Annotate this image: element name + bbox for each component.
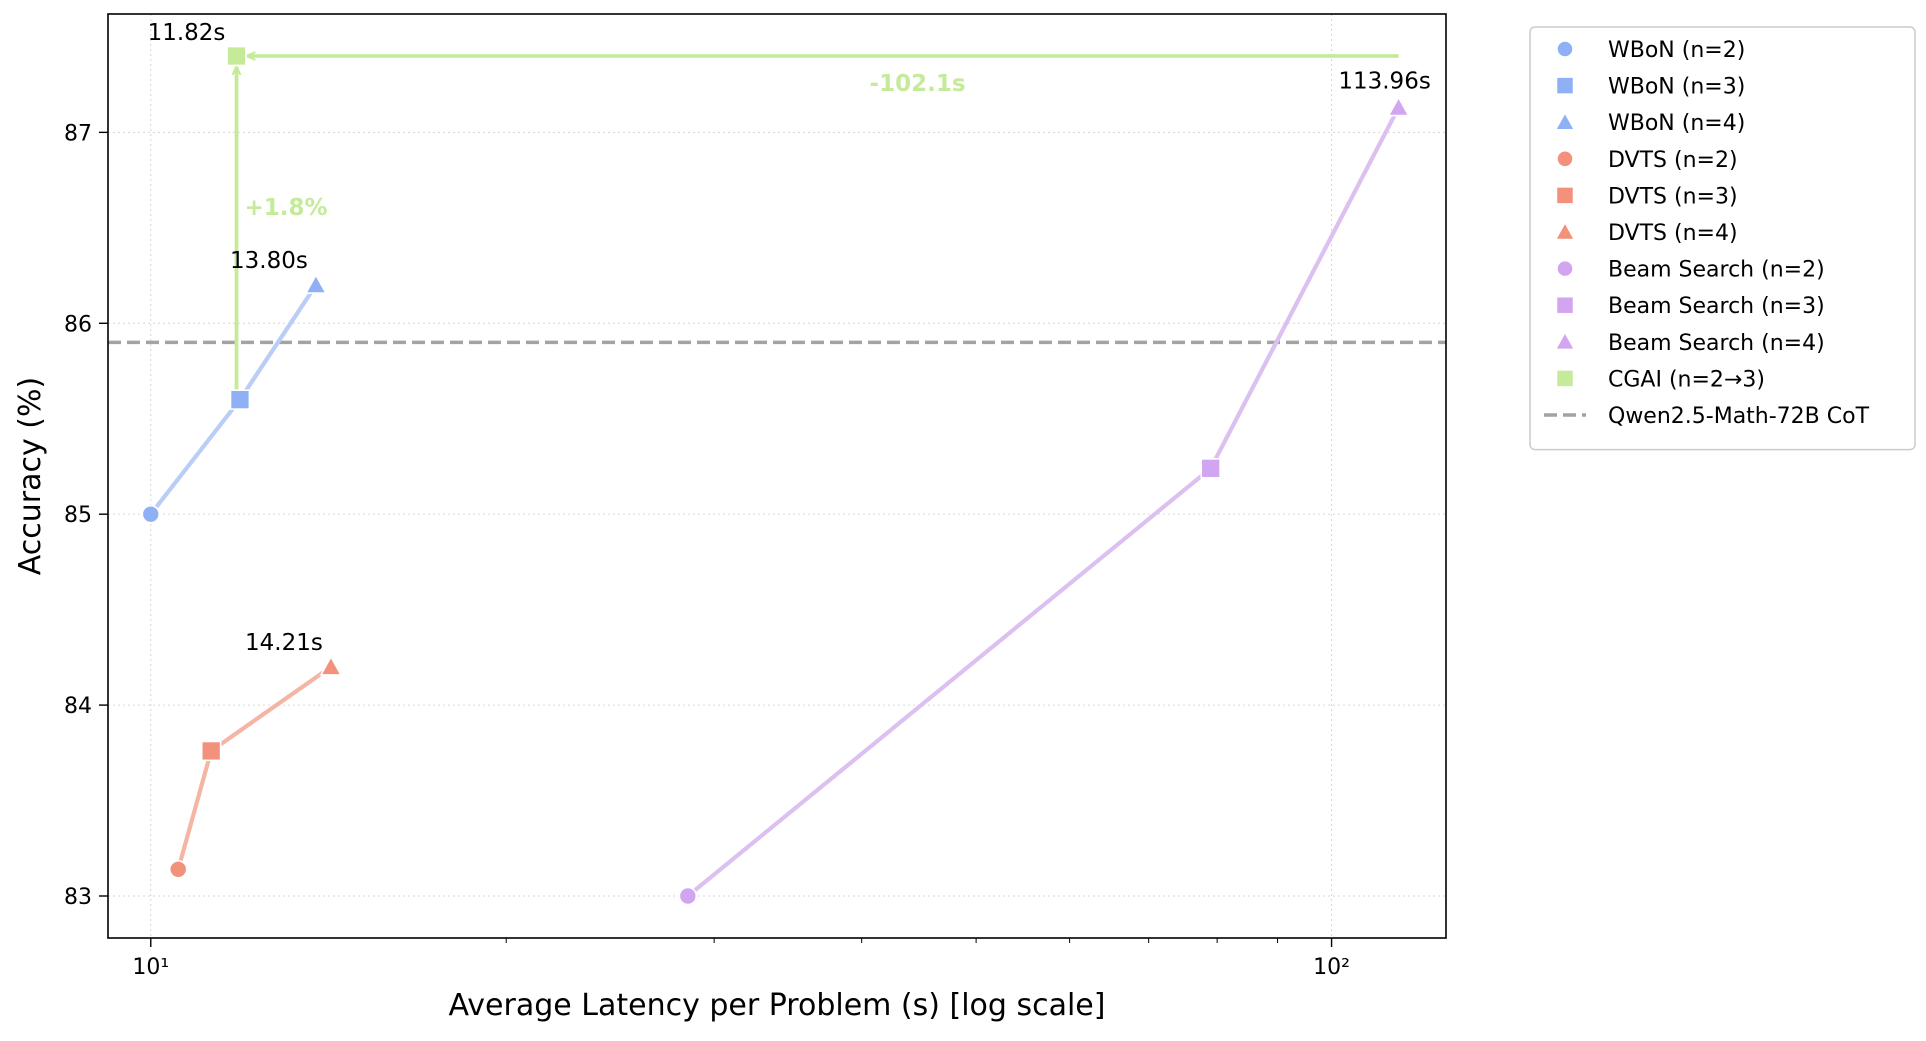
x-axis-label: Average Latency per Problem (s) [log sca… [449,988,1106,1023]
legend-marker-beam-search [1556,259,1574,278]
legend-box [1529,26,1916,451]
legend-marker-beam-search [1555,295,1575,315]
point-beam-search-n-3 [1200,458,1221,479]
improvement-label: +1.8% [245,195,328,221]
legend-entry-label: CGAI (n=2→3) [1608,367,1765,392]
legend-marker-wbon [1554,111,1576,131]
plot-area [108,14,1446,938]
legend-marker-beam-search [1554,330,1576,351]
series-markers [141,45,1410,906]
point-beam-search-n-4 [1387,95,1410,117]
legend: WBoN (n=2) WBoN (n=3) WBoN (n=4) DVTS (n=2)… [1529,26,1916,451]
point-dvts-n-3 [200,740,222,762]
legend-entry-label: Beam Search (n=3) [1608,294,1825,319]
grid [108,14,1446,938]
latency-annotation: 11.82s [148,20,226,46]
improvement-arrows: +1.8% -102.1s [237,56,1399,400]
legend-marker-cgai [1555,369,1575,388]
point-beam-search-n-2 [678,886,698,906]
legend-marker-dvts [1555,186,1575,205]
legend-entry-label: Beam Search (n=4) [1608,331,1825,356]
legend-entry-label: DVTS (n=3) [1608,184,1738,209]
point-cgai-n-2-3 [226,45,247,67]
axes: 10¹ 10² 83 84 85 86 87 [64,121,1350,980]
legend-marker-wbon [1555,76,1575,95]
point-dvts-n-4 [319,655,343,676]
point-annotations: 11.82s 13.80s 14.21s 113.96s [148,20,1431,656]
legend-marker-wbon [1556,40,1574,58]
point-dvts-n-2 [168,859,188,879]
plot-frame [107,13,1447,939]
point-wbon-n-2 [141,504,161,524]
legend-entry-label: Beam Search (n=2) [1608,258,1825,283]
legend-marker-dvts [1556,149,1574,168]
y-tick-label: 87 [64,121,92,146]
x-tick-label: 10¹ [132,955,169,980]
y-tick-label: 86 [64,312,92,337]
point-wbon-n-3 [229,389,251,410]
legend-marker-dvts [1554,220,1576,241]
legend-entry-label: WBoN (n=2) [1608,38,1745,63]
latency-annotation: 14.21s [245,630,323,656]
x-tick-label: 10² [1313,955,1350,980]
point-wbon-n-4 [304,273,328,294]
y-tick-label: 83 [64,885,92,910]
latency-annotation: 113.96s [1338,69,1430,95]
legend-entry-label: Qwen2.5-Math-72B CoT [1608,404,1870,429]
y-tick-label: 85 [64,503,92,528]
legend-entry-label: DVTS (n=4) [1608,221,1738,246]
y-axis-label: Accuracy (%) [13,377,48,575]
improvement-label: -102.1s [870,71,966,97]
legend-entry-label: WBoN (n=3) [1608,75,1745,100]
y-tick-label: 84 [64,694,92,719]
legend-entry-label: DVTS (n=2) [1608,148,1738,173]
latency-annotation: 13.80s [230,248,308,274]
legend-entry-label: WBoN (n=4) [1608,111,1745,136]
